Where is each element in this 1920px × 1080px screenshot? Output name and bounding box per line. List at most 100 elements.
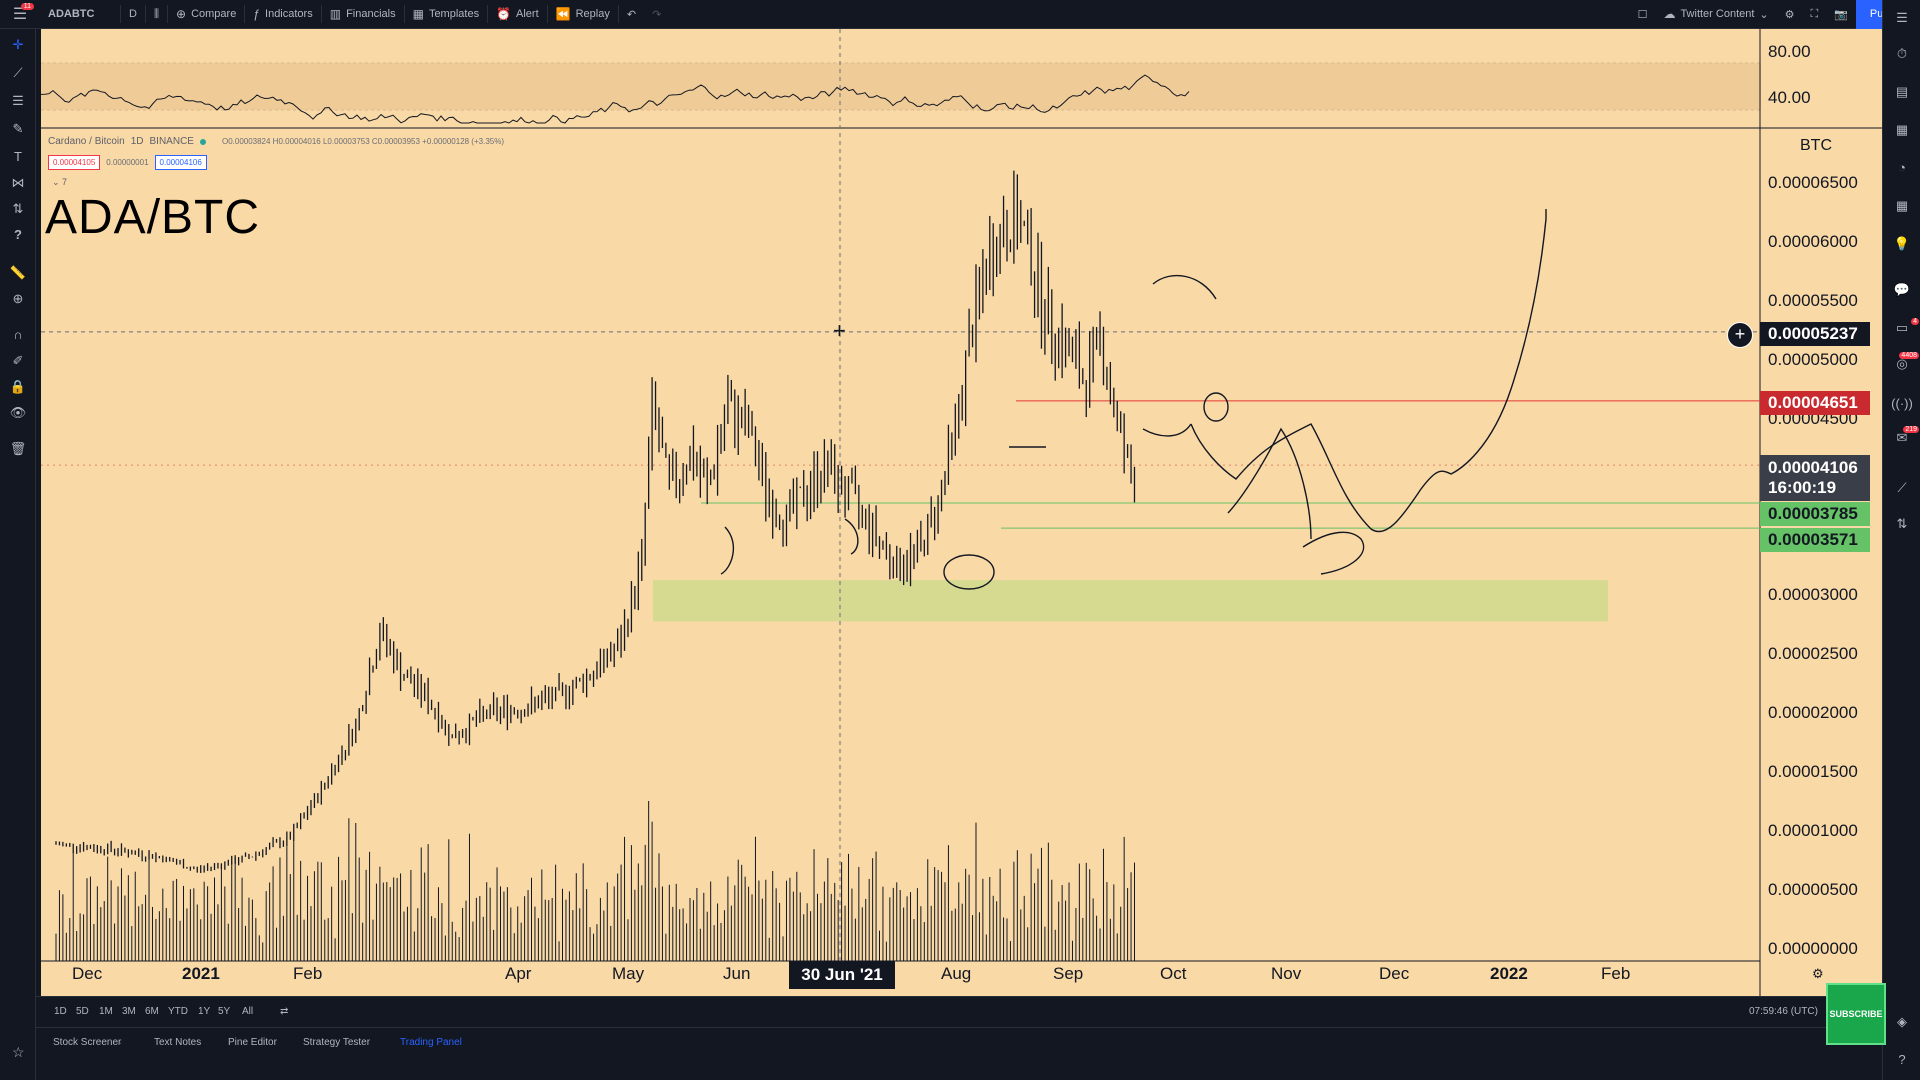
sell-price-box[interactable]: 0.00004105 (48, 155, 101, 170)
replay-button[interactable]: ⏪ Replay (548, 0, 618, 29)
goto-date-icon[interactable]: ⇄ (280, 1006, 289, 1017)
hotlists-icon[interactable]: ▦ (1895, 122, 1909, 137)
range-5y[interactable]: 5Y (218, 1006, 231, 1017)
crosshair-tool-icon[interactable]: ✛ (12, 37, 24, 52)
time-tick-label: Feb (293, 964, 323, 983)
scale-settings-gear-icon[interactable]: ⚙ (1812, 966, 1824, 981)
top-circle-drawing (1203, 392, 1229, 422)
range-bar: 1D 5D 1M 3M 6M YTD 1Y 5Y All ⇄ 07:59:46 … (36, 996, 1882, 1026)
watchlist-icon[interactable]: ☰ (1896, 10, 1908, 25)
time-tick-label: Jun (723, 964, 751, 983)
chart-canvas[interactable]: + (41, 29, 1882, 996)
financials-label: Financials (346, 8, 396, 20)
undo-icon: ↶ (626, 8, 637, 21)
scale-currency[interactable]: BTC (1800, 137, 1832, 154)
layout-name-button[interactable]: ☁ Twitter Content ⌄ (1655, 0, 1776, 29)
divider (546, 5, 548, 23)
tab-trading-panel[interactable]: Trading Panel (400, 1037, 462, 1048)
pattern-tool-icon[interactable]: ⋈ (11, 175, 25, 190)
chart-annotation-title: ADA/BTC (45, 191, 261, 244)
tab-strategy-tester[interactable]: Strategy Tester (303, 1037, 371, 1048)
settings-button[interactable]: ⚙ (1777, 0, 1803, 29)
data-window-icon[interactable]: ▤ (1895, 84, 1909, 99)
notifications-badge: 4408 (1899, 352, 1919, 359)
compare-button[interactable]: ⊕ Compare (168, 0, 244, 29)
range-ytd[interactable]: YTD (168, 1006, 188, 1017)
tab-pine-editor[interactable]: Pine Editor (228, 1037, 277, 1048)
calendar-icon[interactable]: ◔ (1898, 160, 1906, 175)
chart-pane[interactable]: + (41, 29, 1882, 996)
range-all[interactable]: All (242, 1006, 254, 1017)
chart-type-button[interactable]: ⫼ (146, 0, 167, 29)
order-panel-icon[interactable]: ⟋ (1897, 480, 1907, 495)
alert-button[interactable]: ⏰ Alert (488, 0, 547, 29)
alarm-clock-icon: ⏰ (496, 7, 512, 21)
fullscreen-icon: ⛶ (1810, 7, 1819, 20)
range-3m[interactable]: 3M (122, 1006, 136, 1017)
price-tick-label: 0.00006500 (1768, 173, 1858, 192)
notifications-icon[interactable]: ◎ 4408 (1896, 352, 1919, 371)
main-menu-button[interactable]: ☰ 11 (0, 0, 40, 29)
interval-button[interactable]: D (129, 8, 137, 20)
financials-button[interactable]: ▥ Financials (322, 0, 404, 29)
broadcast-icon[interactable]: ((·)) (1891, 396, 1913, 411)
trash-icon[interactable]: 🗑 (9, 441, 27, 456)
layers-icon[interactable]: ◈ (1897, 1014, 1907, 1029)
help-icon[interactable]: ? (14, 227, 22, 242)
add-alert-plus-icon[interactable]: + (1727, 322, 1753, 348)
price-tick-label: 0.00003000 (1768, 585, 1858, 605)
chat-badge: 4 (1911, 318, 1919, 325)
utc-clock[interactable]: 07:59:46 (UTC) (1749, 1006, 1818, 1017)
layout-select-button[interactable]: ☐ (1630, 0, 1656, 29)
templates-icon: ▦ (412, 7, 424, 21)
indicators-collapse-toggle[interactable]: ⌄ 7 (52, 177, 68, 187)
chevron-down-icon[interactable]: ⌄ (115, 1037, 124, 1048)
magnet-icon[interactable]: ∩ (13, 327, 23, 342)
messages-icon[interactable]: ✉ 219 (1896, 426, 1919, 445)
ideas-calendar-icon[interactable]: ▦ (1895, 198, 1909, 213)
fullscreen-button[interactable]: ⛶ (1803, 0, 1827, 29)
eye-icon[interactable]: 👁 (9, 405, 27, 420)
star-icon[interactable]: ☆ (12, 1044, 25, 1060)
trendline-tool-icon[interactable]: ⟋ (13, 65, 23, 80)
brush-tool-icon[interactable]: ✎ (12, 121, 24, 136)
tab-text-notes[interactable]: Text Notes (154, 1037, 202, 1048)
range-1y[interactable]: 1Y (198, 1006, 211, 1017)
pair-name: Cardano / Bitcoin (48, 136, 125, 147)
range-1d[interactable]: 1D (54, 1006, 67, 1017)
buy-price-box[interactable]: 0.00004106 (154, 155, 207, 170)
dom-icon[interactable]: ⇅ (1896, 516, 1908, 531)
lightbulb-icon[interactable]: 💡 (1893, 236, 1911, 251)
stay-drawing-icon[interactable]: ✐ (12, 353, 24, 368)
crosshair-cursor: + (833, 318, 846, 343)
symbol-search[interactable]: ADABTC (48, 8, 95, 20)
symbol-legend[interactable]: Cardano / Bitcoin 1D BINANCE O0.00003824… (48, 136, 504, 147)
undo-button[interactable]: ↶ (619, 0, 644, 29)
templates-button[interactable]: ▦ Templates (405, 0, 487, 29)
indicators-button[interactable]: ƒ Indicators (245, 0, 320, 29)
support-price-label-1: 0.00003785 (1760, 502, 1870, 526)
ruler-icon[interactable]: 📏 (9, 265, 27, 280)
streams-icon[interactable]: ▭ 4 (1895, 318, 1919, 335)
prediction-tool-icon[interactable]: ⇅ (12, 201, 24, 216)
bar-countdown: 16:00:19 (1768, 478, 1837, 497)
help-circle-icon[interactable]: ? (1898, 1052, 1906, 1067)
candles-icon: ⫼ (153, 7, 160, 20)
subscribe-button[interactable]: SUBSCRIBE (1826, 983, 1886, 1045)
snapshot-button[interactable]: 📷 (1826, 0, 1856, 29)
notification-badge: 11 (20, 2, 34, 10)
text-tool-icon[interactable]: T (14, 149, 22, 164)
divider (320, 5, 322, 23)
range-1m[interactable]: 1M (99, 1006, 113, 1017)
zoom-icon[interactable]: ⊕ (12, 291, 24, 306)
tab-stock-screener[interactable]: Stock Screener (53, 1037, 122, 1048)
lock-icon[interactable]: 🔒 (9, 379, 27, 394)
alerts-clock-icon[interactable]: ⏱ (1896, 46, 1908, 61)
range-5d[interactable]: 5D (76, 1006, 89, 1017)
redo-button[interactable]: ↷ (644, 0, 669, 29)
fib-tool-icon[interactable]: ☰ (12, 93, 24, 108)
chat-icon[interactable]: 💬 (1893, 282, 1911, 297)
range-6m[interactable]: 6M (145, 1006, 159, 1017)
time-tick-label: May (612, 964, 645, 983)
support-price-label-2: 0.00003571 (1760, 528, 1870, 552)
